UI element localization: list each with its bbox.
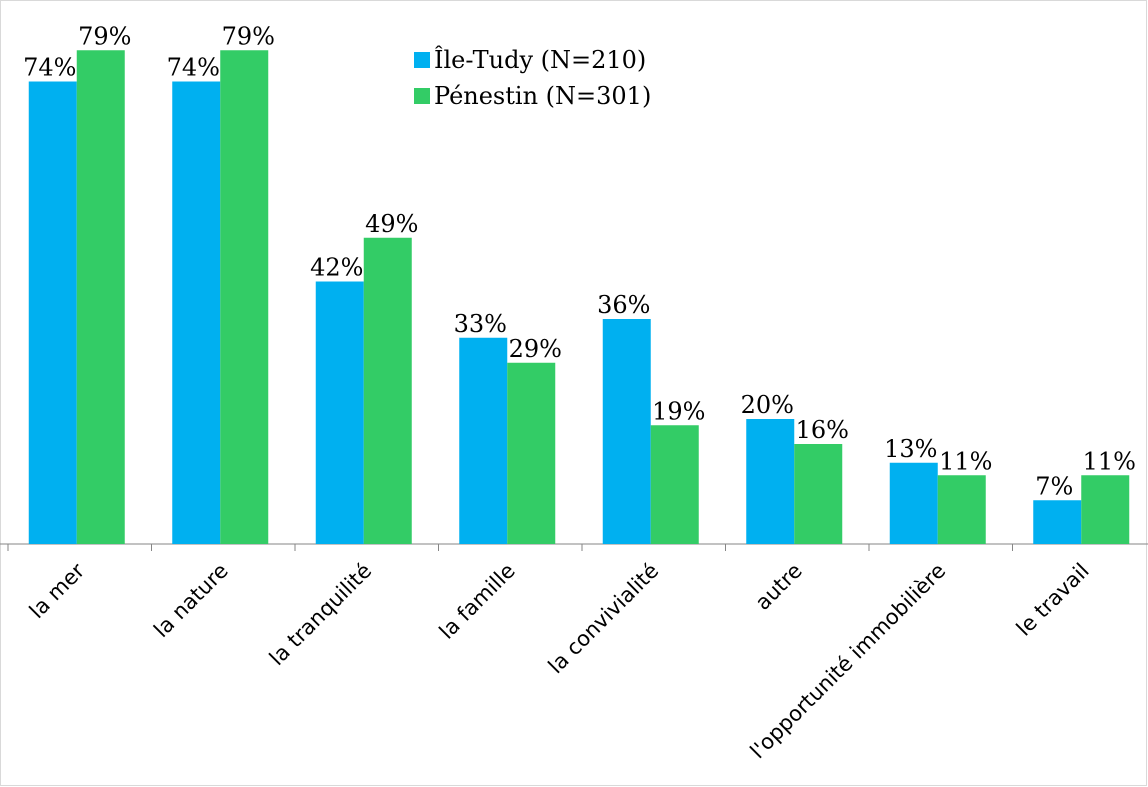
data-label: 79%: [78, 22, 131, 50]
legend-swatch: [414, 88, 430, 104]
bar-ile-tudy: [459, 337, 508, 544]
bar-ile-tudy: [315, 281, 364, 544]
bar-ile-tudy: [889, 462, 938, 544]
value-labels-layer: 74%79%74%79%42%49%33%29%36%19% 20%16%13% 1…: [23, 22, 1136, 500]
data-label: 11%: [939, 447, 992, 475]
data-label: 20%: [741, 391, 794, 419]
data-label: 74%: [23, 54, 76, 82]
data-label: 49%: [365, 210, 418, 238]
category-labels-layer: la mer la nature la tranquilité la famille l…: [25, 558, 1094, 763]
legend-label: Île-Tudy (N=210): [434, 45, 646, 74]
data-label: 7%: [1035, 472, 1073, 500]
data-label: 19%: [652, 397, 705, 425]
category-label: la mer: [25, 558, 90, 623]
data-label: 36%: [597, 291, 650, 319]
bar-penestin: [507, 362, 556, 544]
category-label: la convivialité: [544, 559, 664, 679]
bar-penestin: [76, 50, 125, 544]
category-label: le travail: [1012, 559, 1094, 641]
legend: Île-Tudy (N=210) Pénestin (N=301): [414, 45, 651, 110]
bar-penestin: [650, 425, 699, 544]
bar-ile-tudy: [602, 319, 651, 544]
data-label: 16%: [796, 416, 849, 444]
axis-layer: [0, 543, 1148, 551]
bar-ile-tudy: [1033, 500, 1082, 544]
data-label: 11%: [1083, 447, 1136, 475]
data-label: 79%: [222, 22, 275, 50]
category-label: la tranquilité: [265, 559, 377, 671]
bar-penestin: [220, 50, 269, 544]
bars-layer: [28, 50, 1130, 544]
legend-label: Pénestin (N=301): [434, 82, 651, 110]
data-label: 74%: [167, 54, 220, 82]
bar-penestin: [1081, 475, 1130, 544]
category-label: la nature: [149, 559, 233, 643]
data-label: 42%: [310, 254, 363, 282]
bar-penestin: [794, 444, 843, 544]
bar-penestin: [363, 237, 412, 544]
legend-swatch: [414, 52, 430, 68]
data-label: 13%: [884, 435, 937, 463]
bar-ile-tudy: [746, 419, 795, 544]
bar-ile-tudy: [172, 81, 221, 544]
category-label: autre: [751, 559, 807, 615]
bar-ile-tudy: [28, 81, 77, 544]
category-label: la famille: [435, 559, 520, 644]
bar-penestin: [937, 475, 986, 544]
data-label: 29%: [509, 335, 562, 363]
data-label: 33%: [454, 310, 507, 338]
